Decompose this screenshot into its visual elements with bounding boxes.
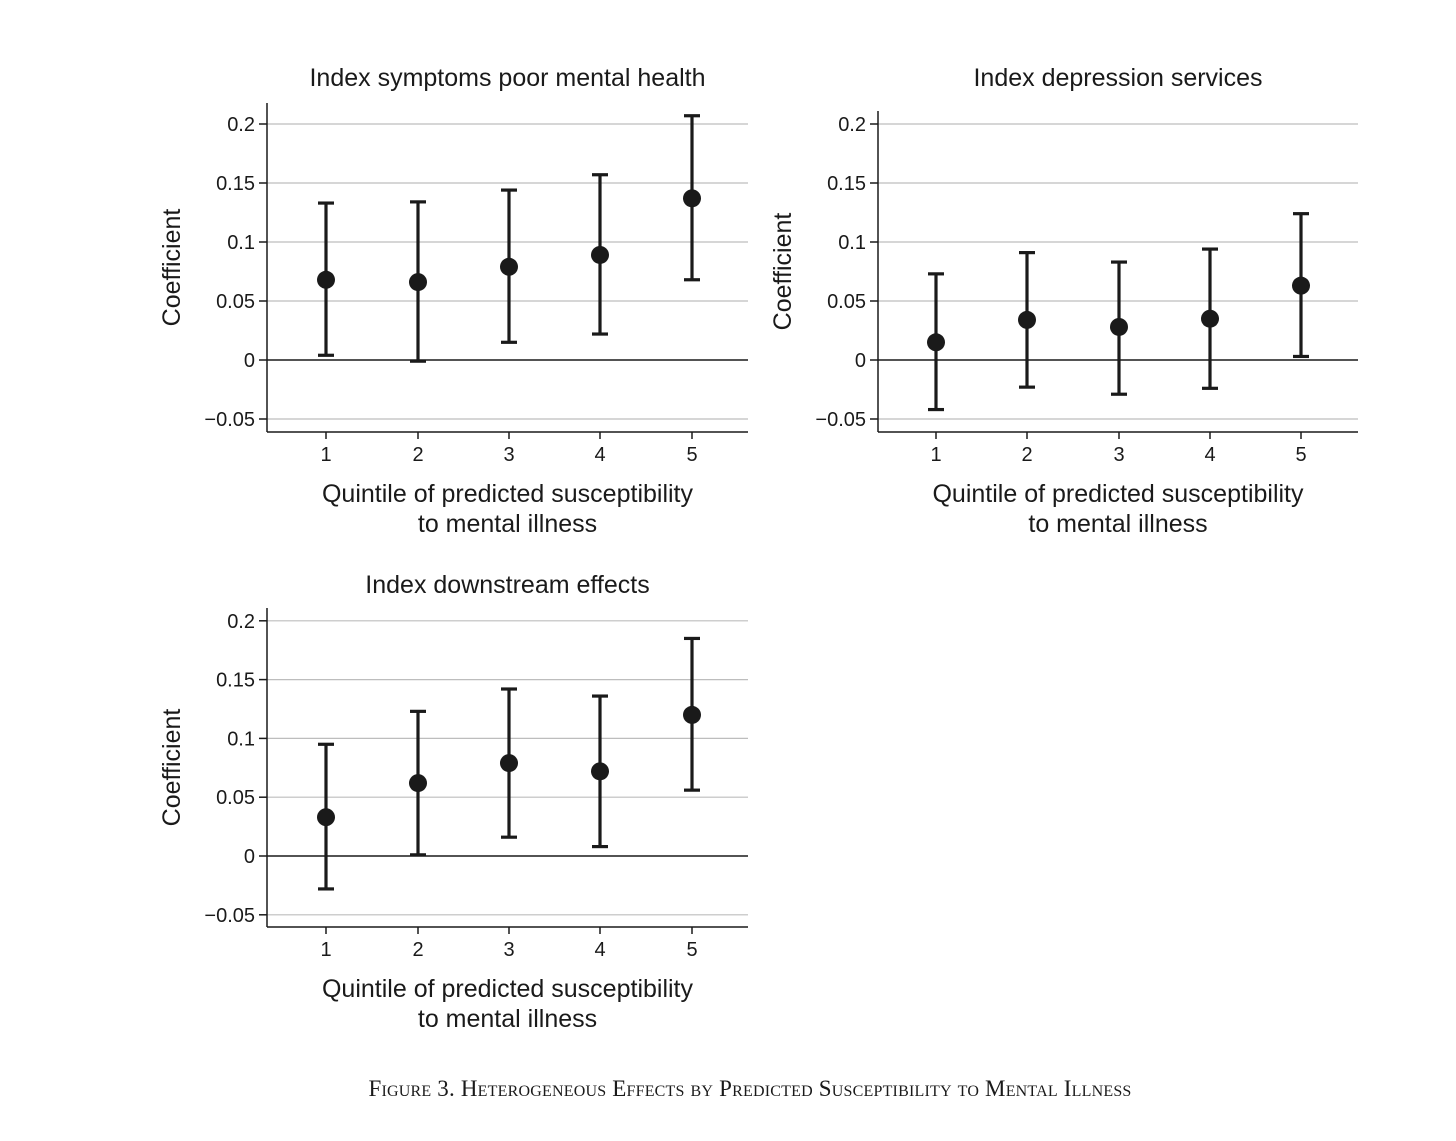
x-axis-label: to mental illness bbox=[418, 1005, 597, 1033]
x-tick-label: 2 bbox=[1021, 444, 1032, 466]
x-tick-label: 1 bbox=[930, 444, 941, 466]
y-tick-label: 0 bbox=[244, 350, 255, 372]
data-point bbox=[1018, 310, 1036, 329]
data-point bbox=[591, 245, 609, 264]
x-axis-label: Quintile of predicted susceptibility bbox=[322, 480, 694, 508]
data-point bbox=[1292, 276, 1310, 295]
x-axis-label: Quintile of predicted susceptibility bbox=[322, 975, 694, 1003]
chart-title: Index downstream effects bbox=[365, 571, 649, 599]
x-axis-label: to mental illness bbox=[1028, 510, 1207, 538]
y-tick-label: 0.1 bbox=[227, 728, 255, 750]
data-point bbox=[409, 273, 427, 292]
data-point bbox=[683, 705, 701, 724]
chart-panel-3: −0.05 0 0.05 0.1 0.15 0.2 1 2 3 4 5 Index downstrea… bbox=[158, 571, 748, 1033]
x-tick-label: 2 bbox=[412, 444, 423, 466]
y-tick-label: 0.2 bbox=[227, 611, 255, 633]
x-tick-label: 1 bbox=[320, 939, 331, 961]
x-tick-label: 3 bbox=[503, 939, 514, 961]
x-tick-label: 5 bbox=[686, 444, 697, 466]
x-tick-label: 3 bbox=[1113, 444, 1124, 466]
data-point bbox=[500, 257, 518, 276]
chart-panel-2: −0.05 0 0.05 0.1 0.15 0.2 1 2 3 4 5 Index depressio… bbox=[769, 64, 1358, 538]
y-tick-label: 0.15 bbox=[216, 670, 255, 692]
data-point bbox=[591, 762, 609, 781]
data-point bbox=[409, 774, 427, 793]
data-point bbox=[927, 333, 945, 352]
y-tick-label: 0.1 bbox=[227, 232, 255, 254]
data-point bbox=[1201, 309, 1219, 328]
y-tick-label: 0.15 bbox=[827, 173, 866, 195]
y-tick-label: −0.05 bbox=[204, 409, 255, 431]
chart-title: Index symptoms poor mental health bbox=[309, 64, 705, 92]
x-tick-label: 4 bbox=[594, 939, 605, 961]
y-tick-label: 0.05 bbox=[216, 291, 255, 313]
y-axis-label: Coefficient bbox=[158, 709, 186, 827]
x-tick-label: 1 bbox=[320, 444, 331, 466]
y-tick-label: 0.05 bbox=[827, 291, 866, 313]
figure-caption: Figure 3. Heterogeneous Effects by Predi… bbox=[368, 1076, 1132, 1101]
y-axis-label: Coefficient bbox=[769, 213, 797, 331]
chart-panel-1: −0.05 0 0.05 0.1 0.15 0.2 1 2 3 4 5 Index symptoms … bbox=[158, 64, 748, 538]
data-point bbox=[1110, 317, 1128, 336]
y-tick-label: 0 bbox=[855, 350, 866, 372]
y-tick-label: −0.05 bbox=[204, 905, 255, 927]
x-tick-label: 4 bbox=[1204, 444, 1215, 466]
x-axis-label: Quintile of predicted susceptibility bbox=[932, 480, 1304, 508]
data-point bbox=[317, 270, 335, 289]
chart-title: Index depression services bbox=[973, 64, 1262, 92]
x-tick-label: 4 bbox=[594, 444, 605, 466]
data-point bbox=[500, 754, 518, 773]
y-tick-label: 0.2 bbox=[838, 114, 866, 136]
y-axis-label: Coefficient bbox=[158, 209, 186, 327]
x-tick-label: 3 bbox=[503, 444, 514, 466]
x-tick-label: 5 bbox=[686, 939, 697, 961]
y-tick-label: 0.15 bbox=[216, 173, 255, 195]
x-tick-label: 2 bbox=[412, 939, 423, 961]
y-tick-label: 0 bbox=[244, 846, 255, 868]
x-axis-label: to mental illness bbox=[418, 510, 597, 538]
y-tick-label: 0.2 bbox=[227, 114, 255, 136]
data-point bbox=[683, 189, 701, 208]
x-tick-label: 5 bbox=[1295, 444, 1306, 466]
y-tick-label: 0.1 bbox=[838, 232, 866, 254]
y-tick-label: 0.05 bbox=[216, 787, 255, 809]
y-tick-label: −0.05 bbox=[815, 409, 866, 431]
data-point bbox=[317, 808, 335, 827]
